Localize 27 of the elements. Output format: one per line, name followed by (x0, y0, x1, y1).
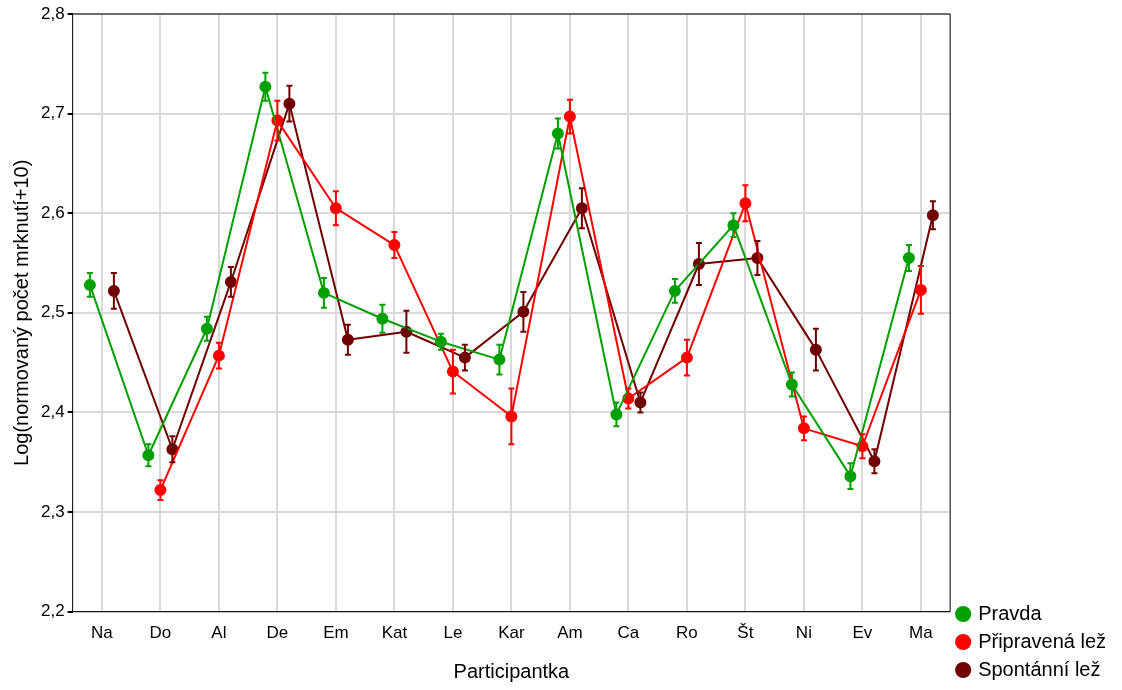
y-tick-label: 2,6 (40, 202, 65, 222)
x-tick-label: De (266, 623, 289, 643)
x-tick-label: Le (443, 623, 463, 643)
x-tick-label: Kat (381, 623, 408, 643)
y-axis-title: Log(normovaný počet mrknutí+10) (9, 159, 32, 466)
x-tick-label: Kar (498, 623, 525, 643)
x-axis-title: Participantka (453, 659, 571, 682)
x-tick-label: Am (557, 623, 583, 643)
x-tick-label: Ev (852, 623, 873, 643)
x-tick-label: Št (737, 623, 754, 643)
y-tick-label: 2,4 (40, 402, 65, 422)
y-tick-label: 2,2 (40, 601, 65, 621)
y-tick-label: 2,5 (40, 302, 65, 322)
x-tick-label: Do (149, 623, 172, 643)
x-tick-label: Ro (676, 623, 698, 643)
x-tick-label: Ma (909, 623, 934, 643)
y-tick-label: 2,3 (40, 501, 65, 521)
x-tick-label: Na (91, 623, 114, 643)
x-tick-label: Al (211, 623, 227, 643)
x-tick-label: Ni (795, 623, 812, 643)
x-tick-label: Ca (617, 623, 640, 643)
y-tick-label: 2,8 (40, 3, 65, 23)
legend-label: Připravená lež (978, 629, 1106, 652)
x-tick-label: Em (323, 623, 349, 643)
y-tick-label: 2,7 (40, 103, 65, 123)
legend-label: Pravda (978, 601, 1043, 624)
legend-label: Spontánní lež (978, 657, 1101, 680)
